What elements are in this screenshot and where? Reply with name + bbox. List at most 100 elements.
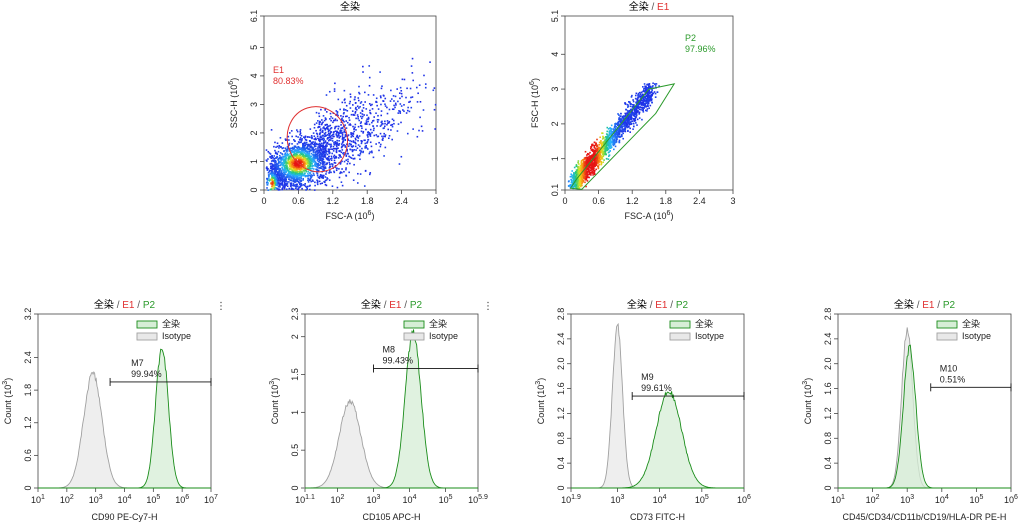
scatter-point (308, 167, 311, 169)
scatter-point (333, 171, 336, 174)
scatter-point (584, 177, 586, 180)
scatter-point (271, 183, 274, 186)
x-axis-label: FSC-A (106) (625, 210, 674, 221)
x-tick-label: 0.6 (592, 196, 605, 206)
scatter-point (300, 173, 302, 176)
scatter-point (590, 174, 592, 176)
gate-label: E1 (273, 65, 284, 75)
chart-title: 全染 / E1 / P2 (627, 298, 689, 311)
scatter-point (298, 168, 300, 170)
scatter-point (362, 71, 364, 73)
scatter-point (319, 158, 321, 160)
scatter-point (284, 159, 287, 162)
scatter-point (294, 145, 297, 148)
scatter-point (328, 179, 331, 182)
scatter-point (306, 164, 309, 167)
gate-e1-ellipse[interactable] (279, 99, 356, 180)
scatter-point (278, 156, 281, 159)
scatter-point (342, 139, 345, 141)
scatter-point (613, 142, 615, 145)
scatter-point (625, 108, 628, 111)
scatter-point (348, 171, 350, 174)
gate-p2-polygon[interactable] (569, 83, 676, 190)
scatter-point (305, 169, 307, 172)
x-axis-label: CD105 APC-H (362, 512, 420, 522)
scatter-point (593, 144, 596, 147)
scatter-point (589, 147, 592, 150)
scatter-point (645, 94, 648, 97)
scatter-point (605, 145, 607, 148)
scatter-point (366, 142, 368, 144)
scatter-point (294, 185, 297, 188)
scatter-point (279, 172, 281, 174)
scatter-point (278, 179, 281, 182)
scatter-point (273, 171, 276, 173)
scatter-point (596, 138, 598, 141)
scatter-point (300, 175, 303, 178)
scatter-point (591, 166, 593, 168)
scatter-point (635, 111, 638, 113)
scatter-point (338, 144, 340, 147)
chart-title: 全染 (340, 0, 360, 13)
scatter-point (299, 167, 302, 170)
scatter-point (583, 163, 586, 165)
scatter-point (348, 116, 350, 119)
scatter-point (274, 157, 277, 159)
scatter-point (295, 172, 297, 175)
more-menu-icon: ⋮ (483, 301, 493, 312)
scatter-point (271, 182, 274, 184)
scatter-point (304, 135, 307, 138)
scatter-point (643, 90, 646, 93)
scatter-point (601, 142, 604, 144)
scatter-point (340, 132, 343, 134)
scatter-point (333, 141, 335, 144)
scatter-point (584, 158, 587, 160)
scatter-point (325, 179, 328, 181)
scatter-point (324, 179, 327, 182)
scatter-point (366, 140, 369, 143)
scatter-point (301, 152, 304, 155)
scatter-point (579, 179, 581, 182)
scatter-point (371, 108, 374, 110)
y-tick-label: 0.8 (823, 432, 833, 445)
scatter-point (352, 114, 355, 116)
scatter-point (370, 145, 373, 148)
scatter-point (309, 150, 311, 152)
scatter-point (361, 109, 364, 112)
scatter-point (598, 160, 601, 163)
scatter-point (274, 177, 277, 179)
scatter-point (330, 171, 332, 174)
y-tick-label: 0.4 (556, 457, 566, 470)
scatter-point (313, 135, 316, 138)
scatter-point (290, 182, 292, 185)
scatter-point (610, 141, 613, 144)
scatter-point (375, 143, 377, 145)
scatter-point (285, 162, 288, 165)
scatter-point (341, 135, 344, 137)
scatter-point (326, 127, 329, 129)
scatter-point (349, 124, 352, 126)
scatter-point (371, 120, 374, 122)
scatter-point (281, 153, 284, 156)
scatter-point (612, 128, 614, 130)
scatter-point (615, 122, 617, 125)
scatter-point (325, 173, 327, 175)
scatter-point (603, 151, 606, 154)
scatter-point (642, 109, 644, 112)
scatter-point (592, 172, 595, 174)
scatter-point (362, 104, 365, 106)
scatter-point (273, 167, 276, 169)
scatter-point (303, 146, 306, 149)
scatter-point (266, 169, 269, 171)
scatter-point (362, 151, 364, 154)
scatter-point (586, 156, 588, 159)
scatter-point (288, 164, 291, 167)
scatter-point (334, 147, 336, 150)
scatter-point (649, 95, 652, 98)
scatter-point (354, 112, 357, 114)
scatter-point (598, 152, 600, 155)
